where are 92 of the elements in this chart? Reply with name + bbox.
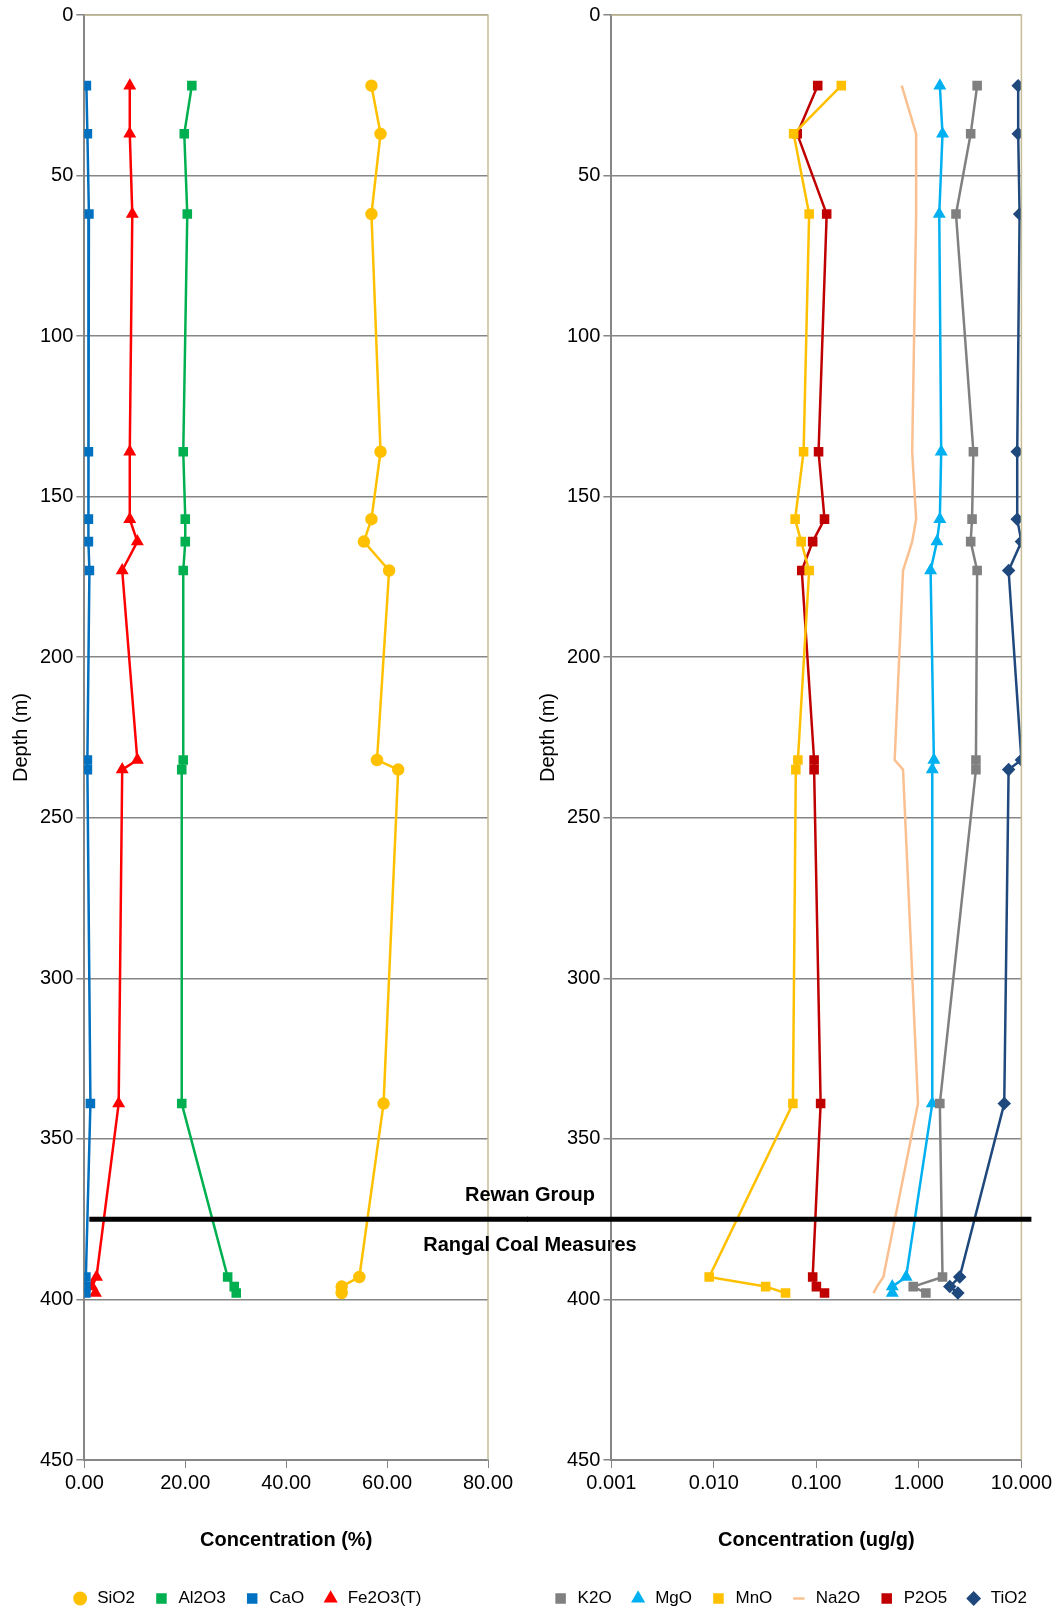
point <box>180 514 191 524</box>
point <box>353 1270 366 1284</box>
annotation: Rewan Group <box>464 1183 596 1207</box>
point <box>131 753 143 764</box>
point <box>84 1288 91 1298</box>
point <box>84 536 94 547</box>
x-tick-label: 1.000 <box>893 1470 944 1493</box>
point <box>365 207 378 221</box>
point <box>179 129 190 139</box>
point <box>84 209 94 219</box>
y-tick-label: 0 <box>589 2 601 25</box>
x-tick-label: 20.00 <box>160 1470 211 1493</box>
x-axis-title: Concentration (ug/g) <box>718 1527 915 1550</box>
point <box>124 445 136 456</box>
x-tick-label: 60.00 <box>362 1470 413 1493</box>
point <box>365 79 378 92</box>
point <box>382 564 396 577</box>
point <box>180 536 191 547</box>
point <box>84 446 94 457</box>
y-tick-label: 200 <box>566 644 601 667</box>
x-tick-label: 0.010 <box>688 1470 739 1493</box>
y-tick-label: 50 <box>578 163 601 186</box>
point <box>89 1286 102 1297</box>
point <box>84 755 93 765</box>
x-tick-label: 10.000 <box>990 1470 1052 1493</box>
point <box>187 80 197 91</box>
legend-label: CaO <box>269 1588 305 1608</box>
point <box>374 445 387 458</box>
legend-label: K2O <box>577 1588 612 1608</box>
y-axis-title: Depth (m) <box>8 693 31 782</box>
y-axis-title: Depth (m) <box>535 693 558 782</box>
y-tick-label: 150 <box>39 484 74 507</box>
x-tick-label: 0.100 <box>791 1470 842 1493</box>
y-tick-label: 200 <box>39 644 74 667</box>
x-axis-title: Concentration (%) <box>200 1527 373 1550</box>
point <box>391 763 405 776</box>
point <box>178 446 189 457</box>
point <box>116 564 128 575</box>
point <box>357 535 371 548</box>
y-tick-label: 350 <box>566 1126 601 1149</box>
y-tick-label: 450 <box>566 1447 601 1470</box>
y-tick-label: 100 <box>39 323 74 346</box>
point <box>178 755 189 765</box>
y-tick-label: 400 <box>566 1286 601 1309</box>
point <box>182 209 193 219</box>
point <box>370 753 384 767</box>
point <box>126 207 138 218</box>
point <box>176 764 187 775</box>
point <box>90 1270 103 1281</box>
point <box>84 514 94 524</box>
point <box>377 1097 390 1110</box>
legend-label: Al2O3 <box>178 1588 226 1608</box>
y-tick-label: 400 <box>39 1286 74 1309</box>
legend-label: Na2O <box>815 1588 861 1608</box>
annotation: Rangal Coal Measures <box>423 1233 637 1257</box>
point <box>84 565 95 576</box>
y-tick-label: 150 <box>566 484 601 507</box>
point <box>85 1098 96 1109</box>
point <box>124 512 136 523</box>
point <box>116 763 128 774</box>
legend-label: MgO <box>655 1588 692 1608</box>
legend-label: Fe2O3(T) <box>347 1588 422 1608</box>
point <box>84 1272 91 1282</box>
y-tick-label: 100 <box>566 323 601 346</box>
point <box>113 1097 125 1108</box>
legend-label: P2O5 <box>903 1588 948 1608</box>
point <box>124 127 136 138</box>
x-tick-label: 80.00 <box>462 1470 514 1493</box>
x-tick-label: 0.001 <box>586 1470 637 1493</box>
legend-label: SiO2 <box>97 1588 135 1608</box>
y-tick-label: 250 <box>566 805 601 828</box>
x-tick-label: 40.00 <box>261 1470 312 1493</box>
point <box>84 764 93 775</box>
legend-label: MnO <box>735 1588 773 1608</box>
y-tick-label: 250 <box>39 805 74 828</box>
y-tick-label: 300 <box>39 965 74 988</box>
y-tick-label: 50 <box>51 163 74 186</box>
y-tick-label: 350 <box>39 1126 74 1149</box>
y-tick-label: 450 <box>39 1447 74 1470</box>
point <box>365 512 378 526</box>
point <box>374 127 387 141</box>
x-tick-label: 0.00 <box>64 1470 104 1493</box>
y-tick-label: 0 <box>62 2 74 25</box>
point <box>124 79 136 90</box>
point <box>231 1288 242 1298</box>
legend-label: TiO2 <box>990 1588 1027 1608</box>
point <box>222 1272 233 1282</box>
point <box>84 129 93 139</box>
point <box>176 1098 187 1109</box>
point <box>131 535 143 546</box>
y-tick-label: 300 <box>566 965 601 988</box>
point <box>178 565 189 576</box>
